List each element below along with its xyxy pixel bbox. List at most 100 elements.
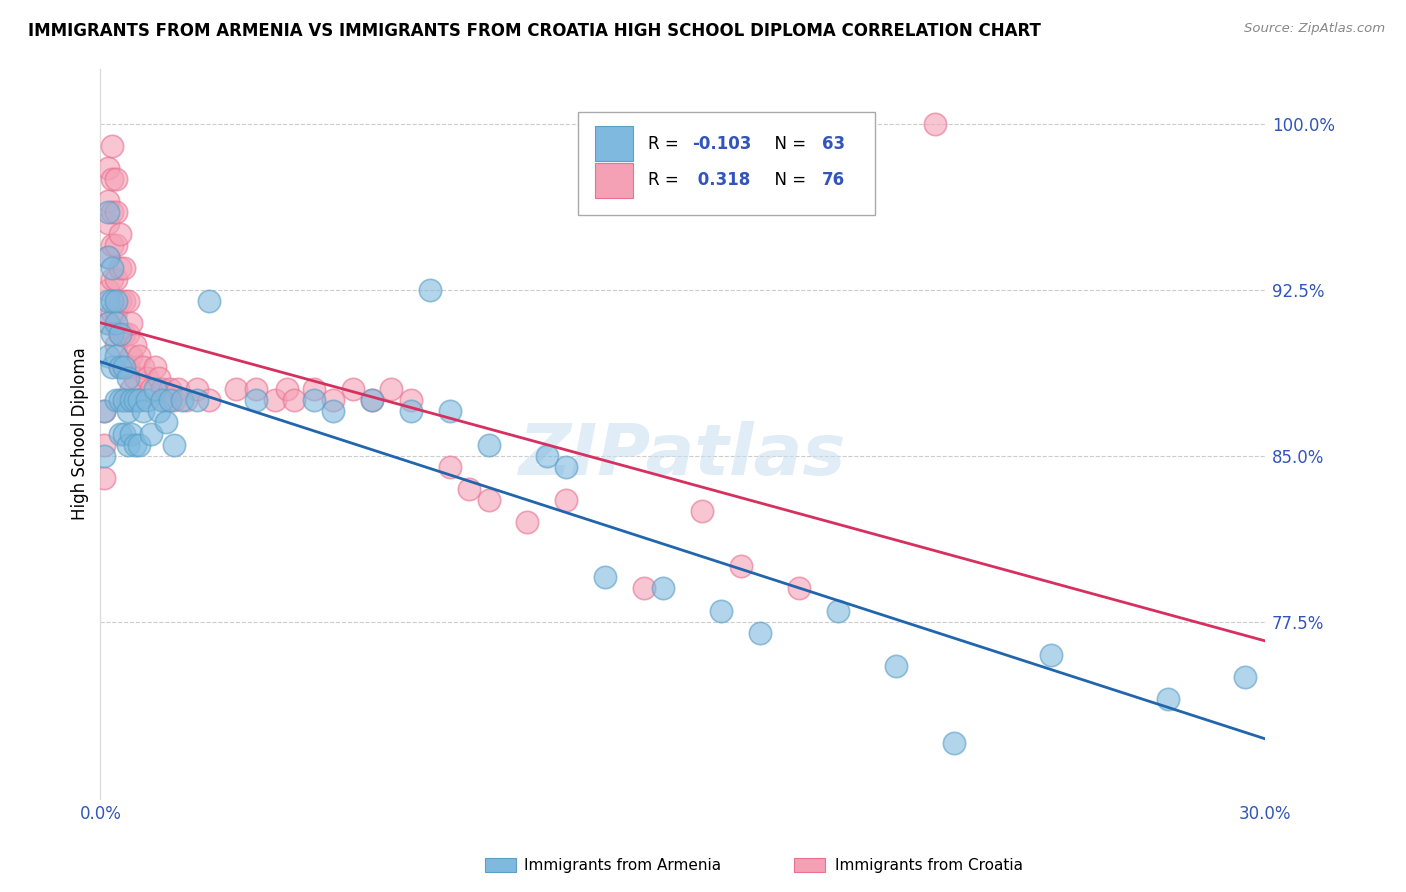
Point [101,139,124,153]
Point [1040,648,1063,662]
Text: 0.318: 0.318 [692,171,751,189]
Point [124,371,146,385]
Point [148,404,170,418]
Point [97,283,120,297]
Point [112,393,135,408]
Point [1234,670,1257,684]
Point [264,393,287,408]
Point [101,293,124,308]
Point [117,293,139,308]
Point [101,238,124,252]
Text: ZIPatlas: ZIPatlas [519,421,846,490]
Point [633,582,655,596]
Point [97,194,120,209]
Point [225,382,247,396]
Point [117,404,139,418]
Point [132,360,155,375]
Point [163,437,186,451]
Point [439,459,461,474]
Text: R =: R = [648,135,683,153]
Point [117,437,139,451]
Point [93,437,115,451]
Point [943,736,966,750]
Point [245,382,267,396]
Text: 76: 76 [823,171,845,189]
Text: IMMIGRANTS FROM ARMENIA VS IMMIGRANTS FROM CROATIA HIGH SCHOOL DIPLOMA CORRELATI: IMMIGRANTS FROM ARMENIA VS IMMIGRANTS FR… [28,22,1040,40]
Point [152,382,174,396]
Point [198,393,221,408]
Point [104,271,127,285]
Point [143,382,166,396]
Point [174,393,197,408]
Point [198,293,221,308]
Point [93,404,115,418]
Point [159,382,181,396]
Point [186,393,208,408]
Point [108,360,131,375]
Point [104,338,127,352]
Point [112,426,135,441]
Point [108,227,131,242]
Point [302,382,325,396]
Point [101,172,124,186]
Point [302,393,325,408]
Point [112,326,135,341]
Point [120,316,142,330]
Point [124,338,146,352]
Point [361,393,384,408]
Point [167,382,190,396]
Point [555,459,578,474]
Point [97,205,120,219]
Point [690,504,713,518]
Point [439,404,461,418]
Point [97,161,120,175]
Point [128,349,150,363]
Point [120,426,142,441]
Point [155,393,177,408]
Text: Source: ZipAtlas.com: Source: ZipAtlas.com [1244,22,1385,36]
Point [1157,692,1180,706]
Point [827,603,849,617]
Point [710,603,733,617]
Point [108,260,131,275]
Text: Immigrants from Armenia: Immigrants from Armenia [524,858,721,872]
Y-axis label: High School Diploma: High School Diploma [72,347,89,520]
Point [104,172,127,186]
Point [93,449,115,463]
Point [124,437,146,451]
Point [101,271,124,285]
Point [652,582,675,596]
Point [155,416,177,430]
Point [924,117,946,131]
Text: Immigrants from Croatia: Immigrants from Croatia [835,858,1024,872]
Point [97,250,120,264]
Point [120,382,142,396]
Point [136,371,159,385]
Point [419,283,441,297]
Point [120,393,142,408]
Point [97,216,120,230]
Point [104,205,127,219]
Point [104,349,127,363]
Point [186,382,208,396]
Text: R =: R = [648,171,683,189]
Text: -0.103: -0.103 [692,135,751,153]
FancyBboxPatch shape [595,126,633,161]
Point [163,393,186,408]
Point [593,570,616,584]
Point [101,205,124,219]
Point [276,382,298,396]
Point [104,293,127,308]
Point [399,404,422,418]
Point [143,360,166,375]
Point [361,393,384,408]
Point [136,393,159,408]
Point [787,582,810,596]
Point [749,625,772,640]
Point [139,426,162,441]
Point [104,393,127,408]
Point [108,360,131,375]
Point [152,393,174,408]
Point [322,404,344,418]
Point [112,260,135,275]
